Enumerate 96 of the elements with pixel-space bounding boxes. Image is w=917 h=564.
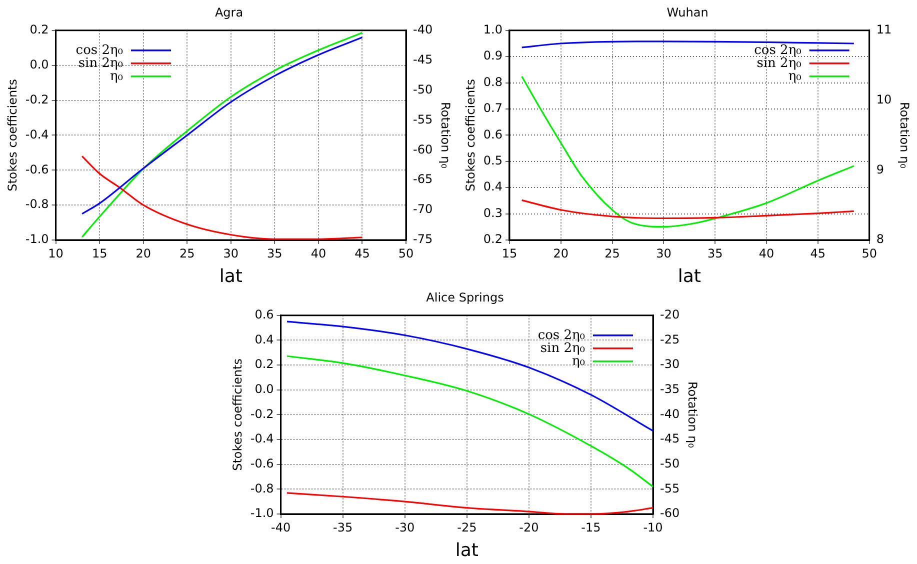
x-axis-title: lat: [678, 266, 701, 287]
y-tick-label: -0.6: [25, 162, 49, 176]
y-tick-label: 0.2: [254, 357, 274, 372]
legend-label: η₀: [110, 68, 123, 84]
y-tick-label: 0.4: [254, 332, 274, 346]
x-tick-label: 30: [223, 246, 239, 260]
y2-tick-label: 9: [876, 162, 884, 176]
chart-title: Wuhan: [666, 5, 708, 20]
x-tick-label: 20: [553, 246, 569, 260]
y-tick-label: -1.0: [25, 232, 49, 246]
y-tick-label: 0.9: [483, 48, 502, 63]
y-tick-label: -0.4: [250, 432, 274, 446]
legend-label: cos 2η₀: [754, 42, 802, 58]
y2-tick-label: -55: [413, 112, 433, 126]
x-tick-label: 25: [604, 246, 620, 260]
y2-tick-label: -50: [413, 82, 433, 96]
x-tick-label: 15: [92, 246, 108, 260]
x-tick-label: 35: [267, 246, 282, 260]
y-tick-label: 0.8: [483, 74, 502, 89]
x-tick-label: 45: [354, 246, 370, 260]
x-tick-label: 35: [707, 246, 723, 260]
y2-tick-label: -35: [660, 382, 680, 396]
x-tick-label: 45: [810, 246, 826, 260]
y-tick-label: 0.0: [30, 57, 49, 72]
x-tick-label: -20: [519, 520, 539, 534]
y-tick-label: 0.2: [30, 22, 49, 37]
line-series: [286, 355, 654, 488]
y-tick-label: -0.2: [25, 92, 49, 106]
x-axis-title: lat: [219, 266, 242, 287]
x-tick-label: -10: [643, 520, 663, 534]
y2-tick-label: -25: [660, 332, 680, 346]
x-tick-label: 25: [179, 246, 195, 260]
y-tick-label: 0.6: [254, 308, 274, 322]
y-axis-title: Stokes coefficients: [230, 358, 244, 471]
y2-tick-label: -60: [413, 142, 433, 156]
y-tick-label: 1.0: [483, 22, 502, 37]
x-tick-label: 40: [310, 246, 326, 260]
y2-tick-label: -55: [660, 481, 680, 496]
x-tick-label: -35: [333, 520, 353, 534]
x-tick-label: 50: [398, 246, 414, 260]
y2-tick-label: -30: [660, 357, 680, 372]
y2-tick-label: -40: [660, 406, 680, 421]
y2-tick-label: 8: [876, 232, 884, 246]
y2-axis-title: Rotation η₀: [898, 102, 912, 169]
y2-tick-label: -60: [660, 506, 680, 520]
x-tick-label: -30: [395, 520, 415, 534]
y-tick-label: 0.3: [483, 206, 502, 220]
chart-title: Alice Springs: [426, 290, 504, 304]
y-tick-label: 0.6: [483, 127, 502, 142]
y2-tick-label: -75: [413, 232, 433, 246]
line-series: [521, 199, 855, 220]
legend-label: η₀: [788, 68, 802, 84]
x-tick-label: 50: [862, 246, 877, 260]
legend-label: cos 2η₀: [76, 42, 123, 58]
x-tick-label: 10: [48, 246, 64, 260]
legend-label: sin 2η₀: [78, 56, 123, 71]
y-tick-label: -0.2: [250, 406, 274, 421]
y2-tick-label: -45: [660, 432, 680, 446]
y2-axis-title: Rotation η₀: [438, 102, 453, 169]
x-tick-label: 30: [656, 246, 672, 260]
y2-tick-label: -50: [660, 456, 680, 470]
legend-label: sin 2η₀: [540, 340, 585, 356]
x-tick-label: 40: [758, 246, 774, 260]
y-tick-label: -0.8: [25, 197, 49, 212]
line-series: [286, 492, 654, 515]
y-tick-label: 0.0: [254, 382, 274, 396]
y2-tick-label: -20: [660, 308, 680, 322]
y-tick-label: 0.4: [483, 180, 502, 194]
x-tick-label: -40: [271, 520, 291, 534]
y2-axis-title: Rotation η₀: [686, 381, 700, 448]
line-series: [286, 320, 654, 432]
x-tick-label: -25: [457, 520, 477, 534]
y2-tick-label: -65: [413, 172, 433, 186]
y-tick-label: 0.7: [483, 101, 502, 116]
y2-tick-label: -40: [413, 22, 433, 37]
y-axis-title: Stokes coefficients: [463, 78, 478, 192]
y-tick-label: 0.5: [483, 154, 502, 168]
legend-label: sin 2η₀: [756, 56, 802, 71]
x-tick-label: -15: [581, 520, 601, 534]
y2-tick-label: -45: [413, 52, 433, 66]
x-axis-title: lat: [455, 540, 478, 561]
y-tick-label: -0.4: [25, 127, 49, 142]
legend-label: cos 2η₀: [538, 328, 585, 343]
line-series: [81, 155, 364, 240]
y-tick-label: -1.0: [250, 506, 274, 520]
chart-title: Agra: [214, 5, 244, 20]
y-tick-label: -0.8: [250, 481, 274, 496]
y2-tick-label: 11: [876, 22, 892, 37]
y-tick-label: 0.2: [483, 232, 502, 246]
legend-label: η₀: [572, 354, 585, 369]
y-axis-title: Stokes coefficients: [5, 78, 20, 192]
x-tick-label: 15: [502, 246, 518, 260]
y-tick-label: -0.6: [250, 456, 274, 470]
y2-tick-label: 10: [876, 92, 892, 106]
y2-tick-label: -70: [413, 202, 433, 216]
x-tick-label: 20: [136, 246, 151, 260]
